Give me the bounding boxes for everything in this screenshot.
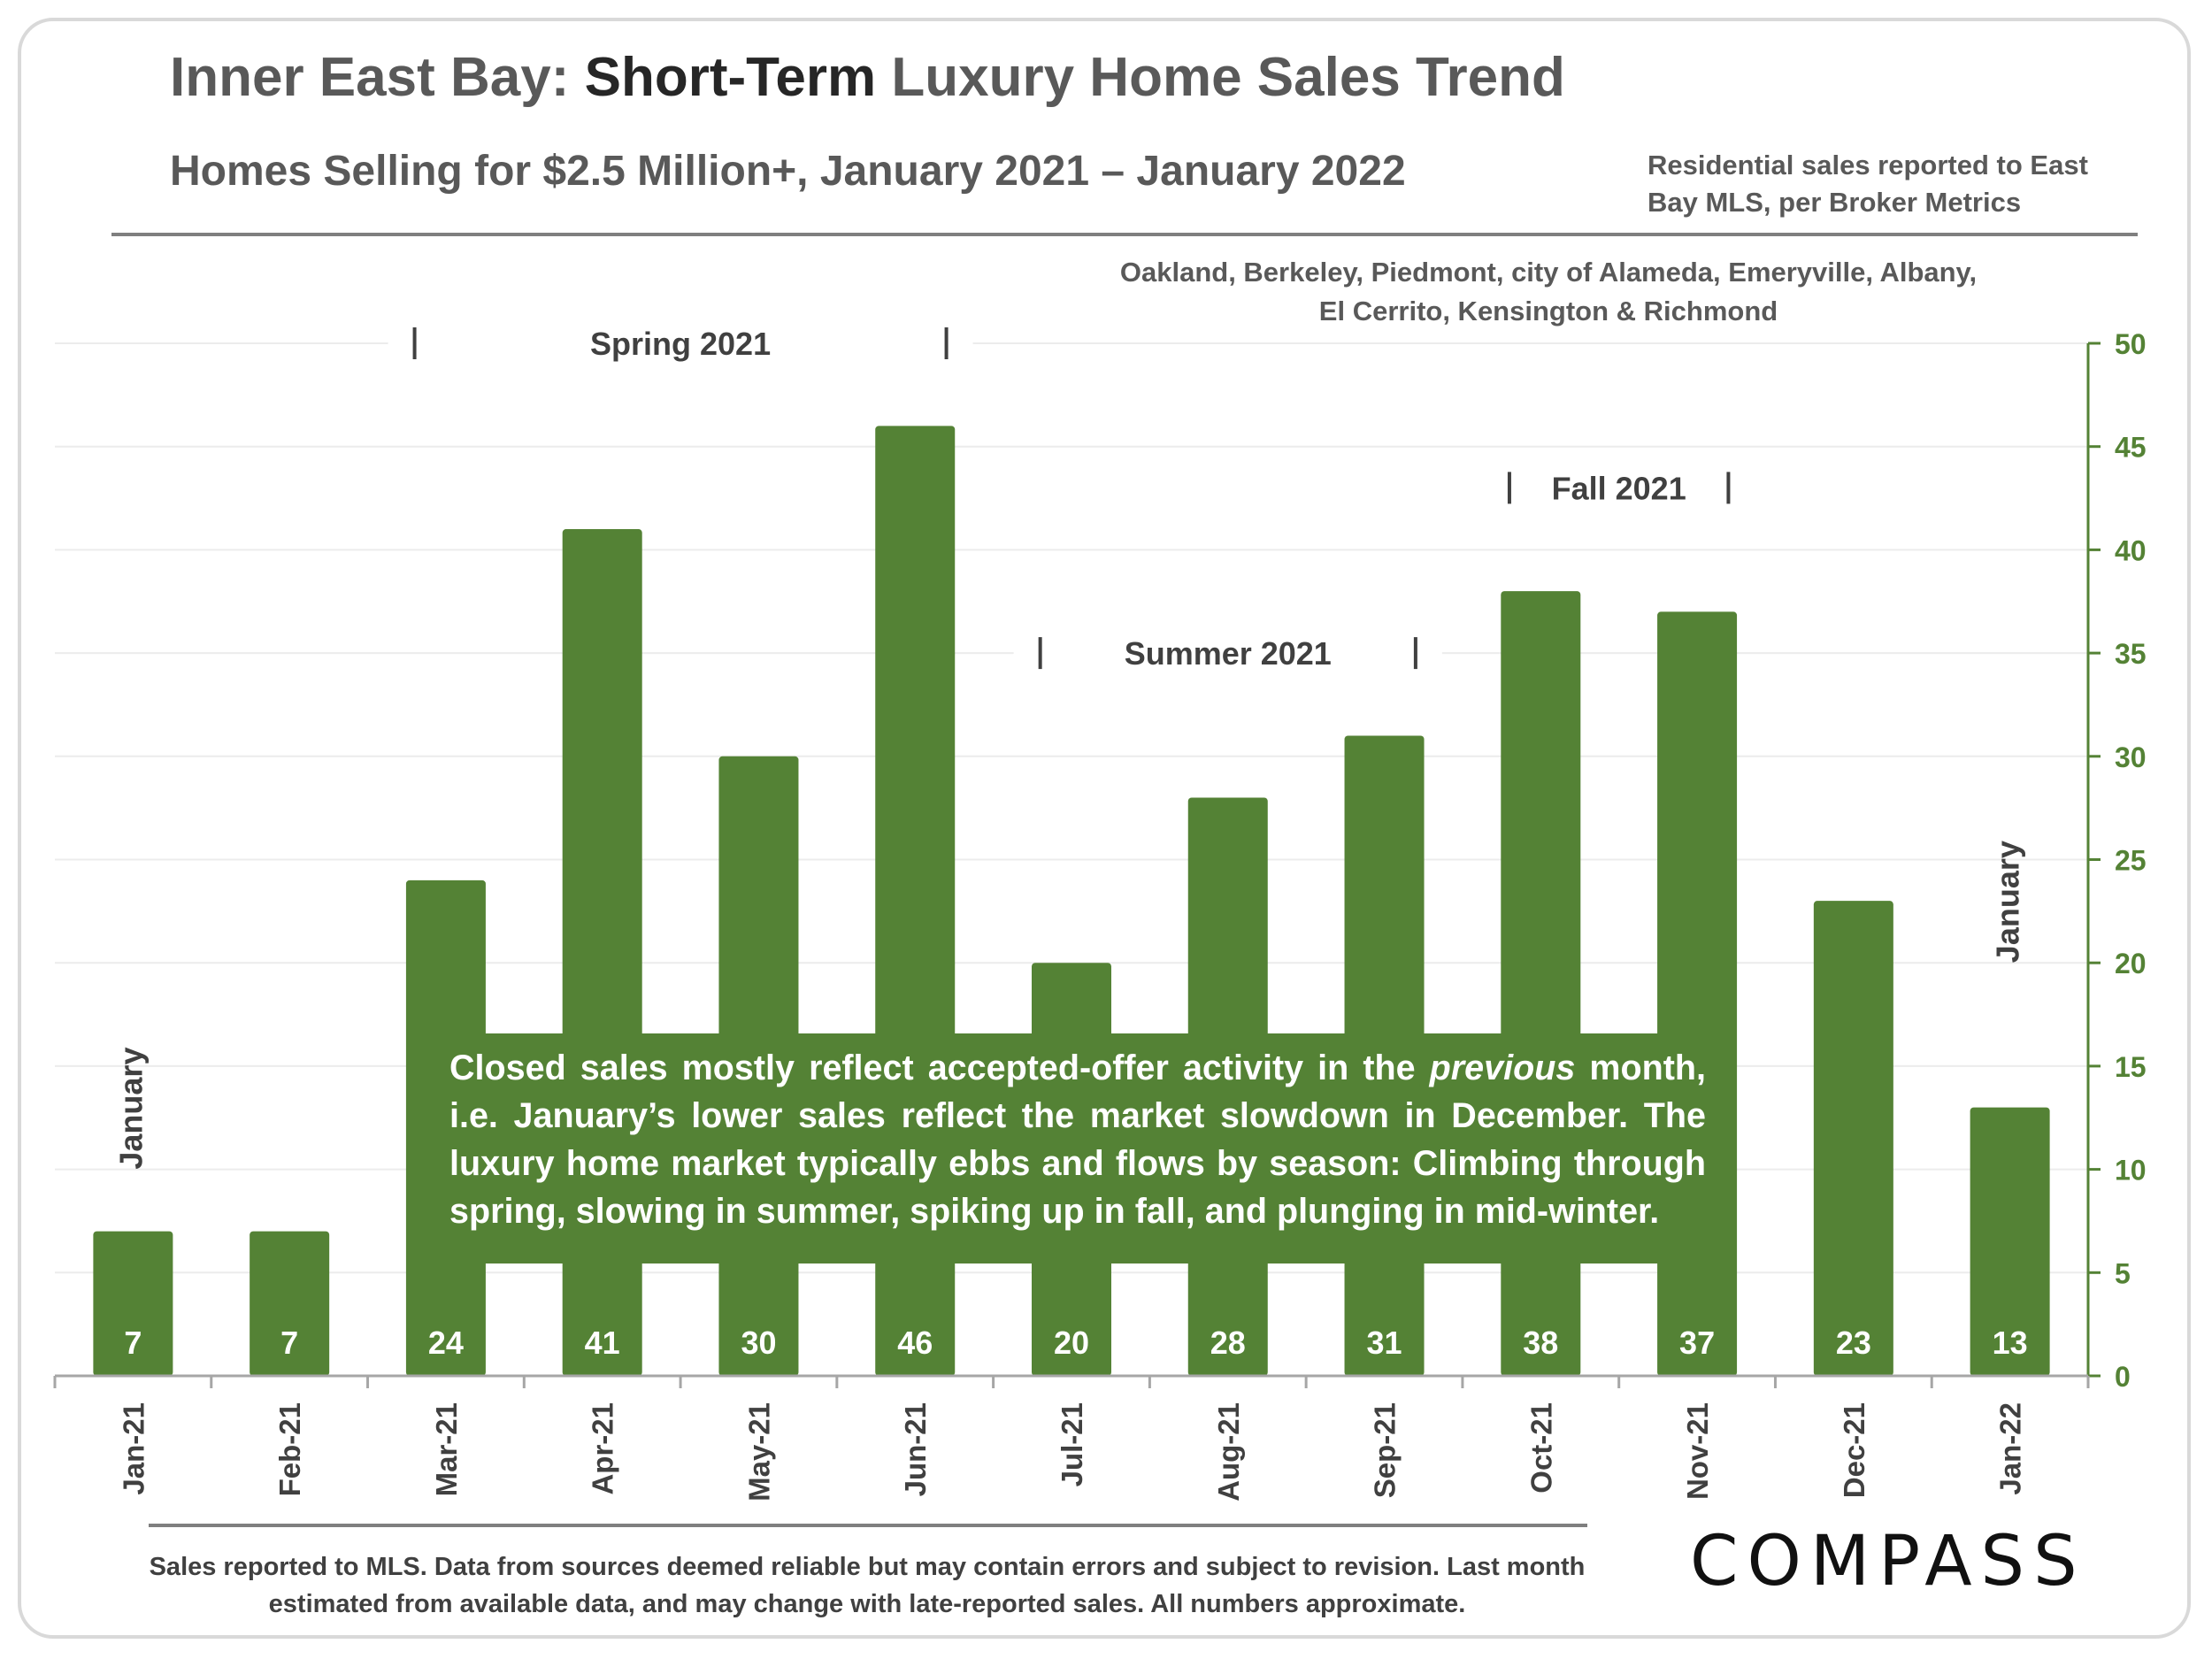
y-tick-label: 15 bbox=[2115, 1051, 2147, 1083]
data-label: 46 bbox=[897, 1325, 933, 1361]
season-label: Fall 2021 bbox=[1552, 470, 1686, 506]
chart-subtitle: Homes Selling for $2.5 Million+, January… bbox=[170, 148, 1406, 195]
chart-title: Inner East Bay: Short-Term Luxury Home S… bbox=[170, 46, 1565, 109]
header-divider bbox=[111, 233, 2138, 236]
data-label: 28 bbox=[1210, 1325, 1246, 1361]
season-label-background bbox=[1013, 626, 1442, 680]
x-tick-label: Dec-21 bbox=[1838, 1402, 1870, 1498]
y-tick-label: 20 bbox=[2115, 948, 2147, 979]
title-prefix: Inner East Bay: bbox=[170, 47, 585, 108]
x-tick-label: Jan-22 bbox=[1994, 1402, 2027, 1495]
y-tick-label: 30 bbox=[2115, 741, 2147, 773]
x-tick-label: Nov-21 bbox=[1681, 1402, 1714, 1500]
x-tick-label: Apr-21 bbox=[587, 1402, 619, 1495]
footnote: Sales reported to MLS. Data from sources… bbox=[149, 1553, 1586, 1618]
bar bbox=[1970, 1107, 2050, 1376]
bar-chart: 0 5 10 15 20 25 30 35 40 45 50 Jan-21 Feb-21 Mar-21 Ap… bbox=[53, 317, 2147, 1502]
month-callout: January bbox=[1990, 841, 2026, 963]
x-tick-label: Jan-21 bbox=[117, 1402, 150, 1495]
compass-logo: COMPASS bbox=[1690, 1522, 2086, 1601]
data-label: 7 bbox=[124, 1325, 142, 1361]
data-label: 24 bbox=[428, 1325, 464, 1361]
note-italic: previous bbox=[1429, 1048, 1576, 1087]
data-label: 37 bbox=[1679, 1325, 1715, 1361]
y-tick-label: 25 bbox=[2115, 845, 2147, 877]
x-tick-label: Oct-21 bbox=[1525, 1402, 1557, 1494]
note-part-1: Closed sales mostly reflect accepted-off… bbox=[449, 1048, 1430, 1087]
x-tick-label: Sep-21 bbox=[1369, 1402, 1402, 1498]
y-tick-label: 10 bbox=[2115, 1155, 2147, 1187]
season-label-background bbox=[1482, 461, 1755, 515]
x-tick-label: Jun-21 bbox=[899, 1402, 932, 1496]
y-tick-label: 35 bbox=[2115, 638, 2147, 670]
note-panel bbox=[425, 1033, 1725, 1263]
y-tick-label: 45 bbox=[2115, 432, 2147, 464]
x-tick-label: Aug-21 bbox=[1212, 1402, 1245, 1502]
x-tick-label: Mar-21 bbox=[430, 1402, 463, 1496]
month-callout: January bbox=[112, 1048, 149, 1170]
season-label: Summer 2021 bbox=[1125, 635, 1332, 672]
axes: 0 5 10 15 20 25 30 35 40 45 50 Jan-21 Feb-21 Mar-21 Ap… bbox=[53, 328, 2147, 1502]
data-label: 20 bbox=[1054, 1325, 1089, 1361]
note-part-2: month, i.e. January’s lower sales reflec… bbox=[449, 1048, 1707, 1231]
y-tick-label: 0 bbox=[2115, 1361, 2131, 1393]
season-label: Spring 2021 bbox=[590, 326, 771, 362]
y-tick-label: 5 bbox=[2115, 1257, 2131, 1289]
x-tick-label: May-21 bbox=[742, 1402, 775, 1502]
title-emphasis: Short-Term bbox=[584, 47, 877, 108]
x-tick-label: Jul-21 bbox=[1056, 1402, 1088, 1486]
title-suffix: Luxury Home Sales Trend bbox=[876, 47, 1565, 108]
source-note: Residential sales reported to East Bay M… bbox=[1647, 150, 2088, 218]
data-label: 31 bbox=[1367, 1325, 1402, 1361]
data-label: 23 bbox=[1836, 1325, 1871, 1361]
data-label: 41 bbox=[585, 1325, 620, 1361]
explanatory-note: Closed sales mostly reflect accepted-off… bbox=[449, 1044, 1706, 1235]
bar bbox=[1813, 901, 1893, 1376]
data-label: 13 bbox=[1993, 1325, 2028, 1361]
bar bbox=[250, 1231, 330, 1376]
data-label: 7 bbox=[280, 1325, 298, 1361]
y-tick-label: 50 bbox=[2115, 328, 2147, 360]
data-label: 30 bbox=[741, 1325, 776, 1361]
region-note: Oakland, Berkeley, Piedmont, city of Ala… bbox=[1119, 257, 1978, 326]
footer-divider bbox=[149, 1524, 1587, 1527]
x-tick-label: Feb-21 bbox=[273, 1402, 306, 1496]
data-label: 38 bbox=[1523, 1325, 1558, 1361]
labels: 7 7 24 41 30 46 20 28 31 38 37 23 13 Spring 2021 Summe… bbox=[112, 317, 2028, 1361]
bar bbox=[93, 1231, 173, 1376]
y-tick-label: 40 bbox=[2115, 534, 2147, 566]
season-label-background bbox=[388, 317, 973, 370]
